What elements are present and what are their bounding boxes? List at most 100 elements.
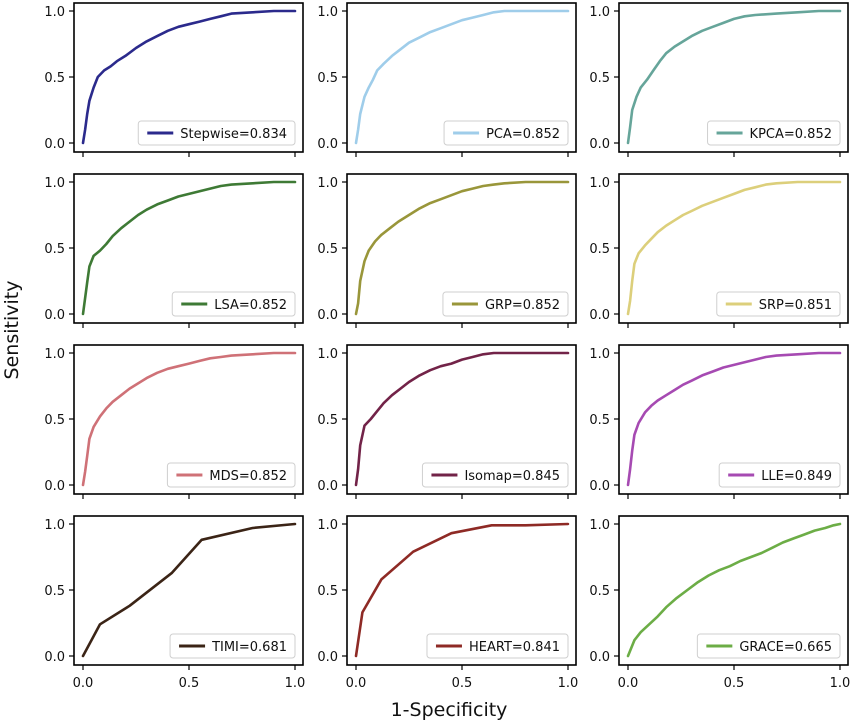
legend-label: Isomap=0.845 xyxy=(464,469,560,484)
x-axis-label: 1-Specificity xyxy=(391,699,508,721)
roc-curve-line xyxy=(354,522,570,658)
legend-label: GRP=0.852 xyxy=(485,298,560,313)
legend: SRP=0.851 xyxy=(716,291,841,317)
roc-panel-3: 0.0 0.5 1.0 KPCA=0.852 xyxy=(589,2,849,157)
roc-panel-12: 0.0 0.5 1.0 0.0 0.5 1.0 GRACE=0.665 xyxy=(589,515,850,691)
roc-curve-line xyxy=(81,180,297,316)
y-tick-label: 0.0 xyxy=(44,479,65,494)
roc-panel-9: 0.0 0.5 1.0 LLE=0.849 xyxy=(589,344,849,499)
y-tick-label: 0.5 xyxy=(317,71,338,86)
legend-label: PCA=0.852 xyxy=(486,127,560,142)
panel-grid: 0.0 0.5 1.0 Stepwise=0.834 0.0 0.5 1.0 PCA=0.85… xyxy=(44,2,850,691)
legend: MDS=0.852 xyxy=(166,462,296,488)
y-tick-label: 0.0 xyxy=(589,479,610,494)
roc-panel-2: 0.0 0.5 1.0 PCA=0.852 xyxy=(317,2,577,157)
roc-curve-line xyxy=(626,9,842,145)
y-tick-label: 0.5 xyxy=(317,413,338,428)
legend: Isomap=0.845 xyxy=(421,462,569,488)
legend-box xyxy=(718,462,841,488)
roc-curve-line xyxy=(626,522,842,658)
y-tick-label: 1.0 xyxy=(317,347,338,362)
roc-curve-line xyxy=(626,180,842,316)
y-tick-label: 0.0 xyxy=(317,137,338,152)
roc-curve-line xyxy=(81,9,297,145)
roc-curve-line xyxy=(626,351,842,487)
roc-curve-line xyxy=(81,522,297,658)
x-tick-label: 0.5 xyxy=(179,676,200,691)
legend-box xyxy=(696,633,841,659)
legend-label: LSA=0.852 xyxy=(214,298,287,313)
roc-panel-5: 0.0 0.5 1.0 GRP=0.852 xyxy=(317,173,577,328)
y-tick-label: 0.0 xyxy=(44,650,65,665)
y-tick-label: 1.0 xyxy=(44,518,65,533)
x-tick-label: 0.0 xyxy=(73,676,94,691)
roc-panel-10: 0.0 0.5 1.0 0.0 0.5 1.0 TIMI=0.681 xyxy=(44,515,306,691)
legend: LLE=0.849 xyxy=(718,462,841,488)
legend-label: HEART=0.841 xyxy=(469,640,560,655)
y-axis-label: Sensitivity xyxy=(1,281,23,380)
roc-panel-1: 0.0 0.5 1.0 Stepwise=0.834 xyxy=(44,2,304,157)
legend-label: LLE=0.849 xyxy=(761,469,832,484)
y-tick-label: 0.5 xyxy=(317,584,338,599)
legend-label: MDS=0.852 xyxy=(209,469,287,484)
x-tick-label: 0.0 xyxy=(618,676,639,691)
x-tick-label: 1.0 xyxy=(830,676,850,691)
legend-label: SRP=0.851 xyxy=(759,298,832,313)
legend-box xyxy=(421,462,569,488)
roc-curve-line xyxy=(81,351,297,487)
legend: GRP=0.852 xyxy=(442,291,569,317)
roc-panel-4: 0.0 0.5 1.0 LSA=0.852 xyxy=(44,173,304,328)
legend-box xyxy=(707,120,841,146)
legend: KPCA=0.852 xyxy=(707,120,841,146)
y-tick-label: 1.0 xyxy=(589,5,610,20)
legend: PCA=0.852 xyxy=(443,120,569,146)
y-tick-label: 0.5 xyxy=(44,242,65,257)
roc-curve-line xyxy=(354,9,570,145)
y-tick-label: 0.0 xyxy=(44,137,65,152)
x-tick-label: 0.5 xyxy=(452,676,473,691)
legend-box xyxy=(169,633,296,659)
y-tick-label: 0.5 xyxy=(317,242,338,257)
legend-box xyxy=(716,291,841,317)
roc-panel-6: 0.0 0.5 1.0 SRP=0.851 xyxy=(589,173,849,328)
legend-label: TIMI=0.681 xyxy=(211,640,287,655)
y-tick-label: 0.5 xyxy=(589,242,610,257)
legend: TIMI=0.681 xyxy=(169,633,296,659)
x-tick-label: 1.0 xyxy=(285,676,306,691)
y-tick-label: 0.5 xyxy=(589,71,610,86)
y-tick-label: 0.0 xyxy=(317,479,338,494)
y-tick-label: 1.0 xyxy=(589,176,610,191)
legend: HEART=0.841 xyxy=(426,633,569,659)
y-tick-label: 1.0 xyxy=(44,176,65,191)
y-tick-label: 1.0 xyxy=(317,518,338,533)
y-tick-label: 0.5 xyxy=(589,584,610,599)
roc-curve-line xyxy=(354,351,570,487)
legend: LSA=0.852 xyxy=(171,291,296,317)
roc-panel-7: 0.0 0.5 1.0 MDS=0.852 xyxy=(44,344,304,499)
legend: Stepwise=0.834 xyxy=(137,120,296,146)
y-tick-label: 0.0 xyxy=(317,650,338,665)
y-tick-label: 1.0 xyxy=(317,176,338,191)
x-tick-label: 0.5 xyxy=(724,676,745,691)
y-tick-label: 0.0 xyxy=(589,308,610,323)
roc-panel-11: 0.0 0.5 1.0 0.0 0.5 1.0 HEART=0.841 xyxy=(317,515,579,691)
y-tick-label: 0.0 xyxy=(317,308,338,323)
y-tick-label: 0.0 xyxy=(589,650,610,665)
y-tick-label: 1.0 xyxy=(589,518,610,533)
legend-label: KPCA=0.852 xyxy=(750,127,832,142)
y-tick-label: 0.0 xyxy=(589,137,610,152)
roc-curve-line xyxy=(354,180,570,316)
legend-label: Stepwise=0.834 xyxy=(180,127,287,142)
y-tick-label: 0.5 xyxy=(44,413,65,428)
x-tick-label: 1.0 xyxy=(558,676,579,691)
y-tick-label: 1.0 xyxy=(44,5,65,20)
y-tick-label: 1.0 xyxy=(317,5,338,20)
legend: GRACE=0.665 xyxy=(696,633,841,659)
legend-label: GRACE=0.665 xyxy=(739,640,832,655)
legend-box xyxy=(171,291,296,317)
y-tick-label: 1.0 xyxy=(589,347,610,362)
legend-box xyxy=(137,120,296,146)
y-tick-label: 0.5 xyxy=(589,413,610,428)
y-tick-label: 0.5 xyxy=(44,584,65,599)
